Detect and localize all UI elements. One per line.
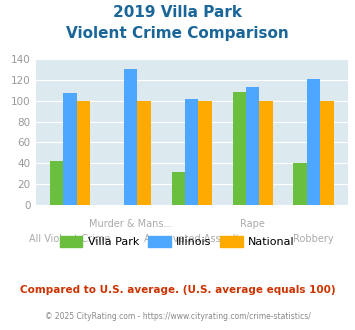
Text: Compared to U.S. average. (U.S. average equals 100): Compared to U.S. average. (U.S. average …: [20, 285, 335, 295]
Text: Violent Crime Comparison: Violent Crime Comparison: [66, 26, 289, 41]
Bar: [185, 99, 198, 205]
Legend: Villa Park, Illinois, National: Villa Park, Illinois, National: [56, 232, 299, 252]
Bar: [50, 161, 63, 205]
Text: Murder & Mans...: Murder & Mans...: [89, 219, 173, 229]
Bar: [77, 101, 90, 205]
Text: All Violent Crime: All Violent Crime: [29, 234, 110, 244]
Text: Rape: Rape: [240, 219, 265, 229]
Bar: [171, 173, 185, 205]
Text: Aggravated Assault: Aggravated Assault: [144, 234, 240, 244]
Text: © 2025 CityRating.com - https://www.cityrating.com/crime-statistics/: © 2025 CityRating.com - https://www.city…: [45, 312, 310, 321]
Text: Robbery: Robbery: [293, 234, 334, 244]
Bar: [137, 101, 151, 205]
Text: 2019 Villa Park: 2019 Villa Park: [113, 5, 242, 20]
Bar: [233, 91, 246, 205]
Bar: [260, 101, 273, 205]
Bar: [294, 163, 307, 205]
Bar: [124, 69, 137, 205]
Bar: [307, 79, 320, 205]
Bar: [246, 87, 260, 205]
Bar: [63, 93, 77, 205]
Bar: [198, 101, 212, 205]
Bar: [320, 101, 334, 205]
